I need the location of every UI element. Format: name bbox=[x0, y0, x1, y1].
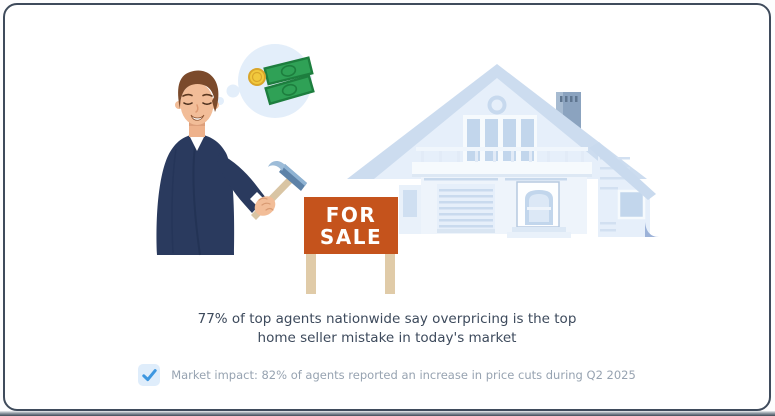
for-sale-sign: FOR SALE bbox=[304, 197, 398, 294]
hammer-head bbox=[279, 164, 307, 191]
checkmark-icon bbox=[141, 368, 157, 381]
headline-stat: 77% of top agents nationwide say overpri… bbox=[5, 310, 769, 348]
sign-board bbox=[304, 197, 398, 254]
illustration-scene: FOR SALE bbox=[156, 44, 659, 294]
headline-line-1: 77% of top agents nationwide say overpri… bbox=[197, 311, 577, 327]
sign-post-left bbox=[306, 251, 316, 294]
headline-line-2: home seller mistake in today's market bbox=[257, 330, 517, 346]
house bbox=[347, 64, 659, 238]
downspout bbox=[645, 222, 659, 237]
checkmark-badge bbox=[138, 364, 161, 386]
sign-line-2: SALE bbox=[320, 225, 382, 249]
market-impact-row: Market impact: 82% of agents reported an… bbox=[5, 364, 769, 386]
house-annex bbox=[589, 142, 659, 237]
hand bbox=[254, 196, 276, 216]
sign-post-right bbox=[385, 251, 395, 294]
coin-icon bbox=[248, 68, 266, 86]
market-impact-note: Market impact: 82% of agents reported an… bbox=[171, 368, 636, 382]
infographic-card: FOR SALE 77% of top agents nationwide sa… bbox=[3, 3, 771, 411]
gable-windows bbox=[463, 115, 537, 165]
hammer-icon bbox=[250, 161, 307, 220]
garage-door bbox=[437, 184, 495, 233]
face bbox=[180, 83, 214, 125]
shirt-cuff bbox=[250, 192, 263, 205]
smile bbox=[190, 114, 205, 121]
hammer-claw bbox=[268, 161, 285, 171]
front-door bbox=[507, 181, 571, 238]
bottom-edge-bar bbox=[0, 411, 775, 416]
money-icon bbox=[248, 56, 315, 106]
sign-line-1: FOR bbox=[326, 203, 377, 227]
balcony-railing bbox=[412, 147, 592, 177]
thought-bubble bbox=[216, 44, 315, 118]
shirt-collar bbox=[189, 135, 205, 151]
